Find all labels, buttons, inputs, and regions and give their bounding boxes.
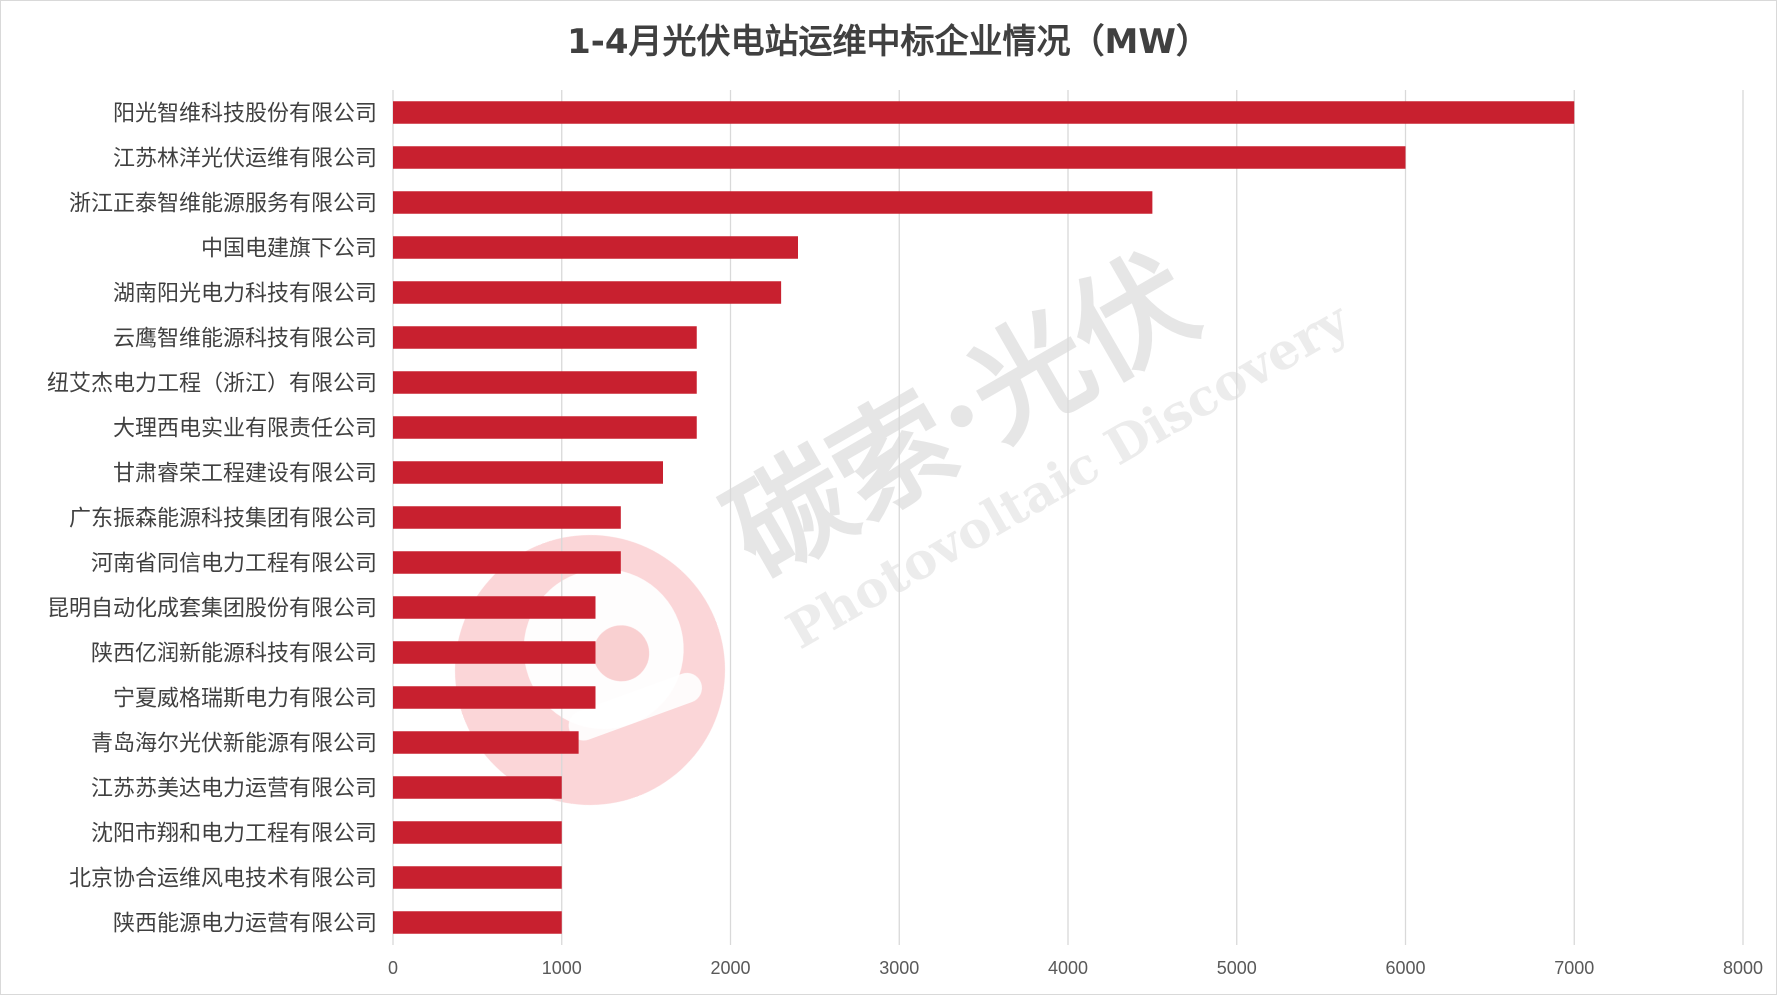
bar	[393, 461, 663, 484]
x-tick-label: 4000	[1048, 958, 1088, 978]
x-tick-label: 5000	[1217, 958, 1257, 978]
bar	[393, 821, 562, 844]
category-label: 大理西电实业有限责任公司	[113, 417, 377, 442]
x-axis-ticks: 0 1000 2000 3000 4000 5000 6000 7000 8000	[388, 958, 1763, 978]
category-label: 阳光智维科技股份有限公司	[113, 102, 377, 127]
category-label: 青岛海尔光伏新能源有限公司	[91, 732, 377, 757]
category-label: 纽艾杰电力工程（浙江）有限公司	[47, 372, 377, 397]
bar	[393, 281, 782, 304]
x-tick-label: 2000	[710, 958, 750, 978]
category-label: 云鹰智维能源科技有限公司	[113, 327, 377, 352]
bar	[393, 551, 621, 574]
x-tick-label: 7000	[1554, 958, 1594, 978]
category-label: 沈阳市翔和电力工程有限公司	[91, 822, 377, 847]
bar	[393, 596, 596, 619]
category-label: 江苏苏美达电力运营有限公司	[91, 777, 377, 802]
bar	[393, 191, 1153, 214]
bar	[393, 101, 1575, 124]
x-tick-label: 3000	[879, 958, 919, 978]
category-label: 陕西能源电力运营有限公司	[113, 912, 377, 937]
bar	[393, 866, 562, 889]
bar	[393, 911, 562, 934]
x-tick-label: 6000	[1385, 958, 1425, 978]
bar	[393, 146, 1406, 169]
chart-title: 1-4月光伏电站运维中标企业情况（MW）	[567, 22, 1210, 62]
x-tick-label: 0	[388, 958, 398, 978]
category-label: 河南省同信电力工程有限公司	[91, 552, 377, 577]
bar	[393, 776, 562, 799]
category-label: 广东振森能源科技集团有限公司	[69, 507, 377, 532]
category-label: 宁夏威格瑞斯电力有限公司	[113, 687, 377, 712]
category-label: 江苏林洋光伏运维有限公司	[113, 147, 377, 172]
category-label: 湖南阳光电力科技有限公司	[113, 282, 377, 307]
bar	[393, 731, 579, 754]
bars	[393, 101, 1575, 934]
category-label: 北京协合运维风电技术有限公司	[69, 867, 377, 892]
bar	[393, 641, 596, 664]
category-labels: 阳光智维科技股份有限公司江苏林洋光伏运维有限公司浙江正泰智维能源服务有限公司中国…	[47, 102, 377, 937]
bar	[393, 236, 798, 259]
gridlines	[392, 90, 1744, 945]
bar	[393, 326, 697, 349]
x-tick-label: 8000	[1723, 958, 1763, 978]
category-label: 陕西亿润新能源科技有限公司	[91, 642, 377, 667]
category-label: 中国电建旗下公司	[201, 237, 377, 262]
x-tick-label: 1000	[542, 958, 582, 978]
bar	[393, 371, 697, 394]
bar	[393, 686, 596, 709]
bar	[393, 506, 621, 529]
category-label: 浙江正泰智维能源服务有限公司	[69, 192, 377, 217]
bar	[393, 416, 697, 439]
category-label: 甘肃睿荣工程建设有限公司	[113, 462, 377, 487]
category-label: 昆明自动化成套集团股份有限公司	[47, 597, 377, 622]
